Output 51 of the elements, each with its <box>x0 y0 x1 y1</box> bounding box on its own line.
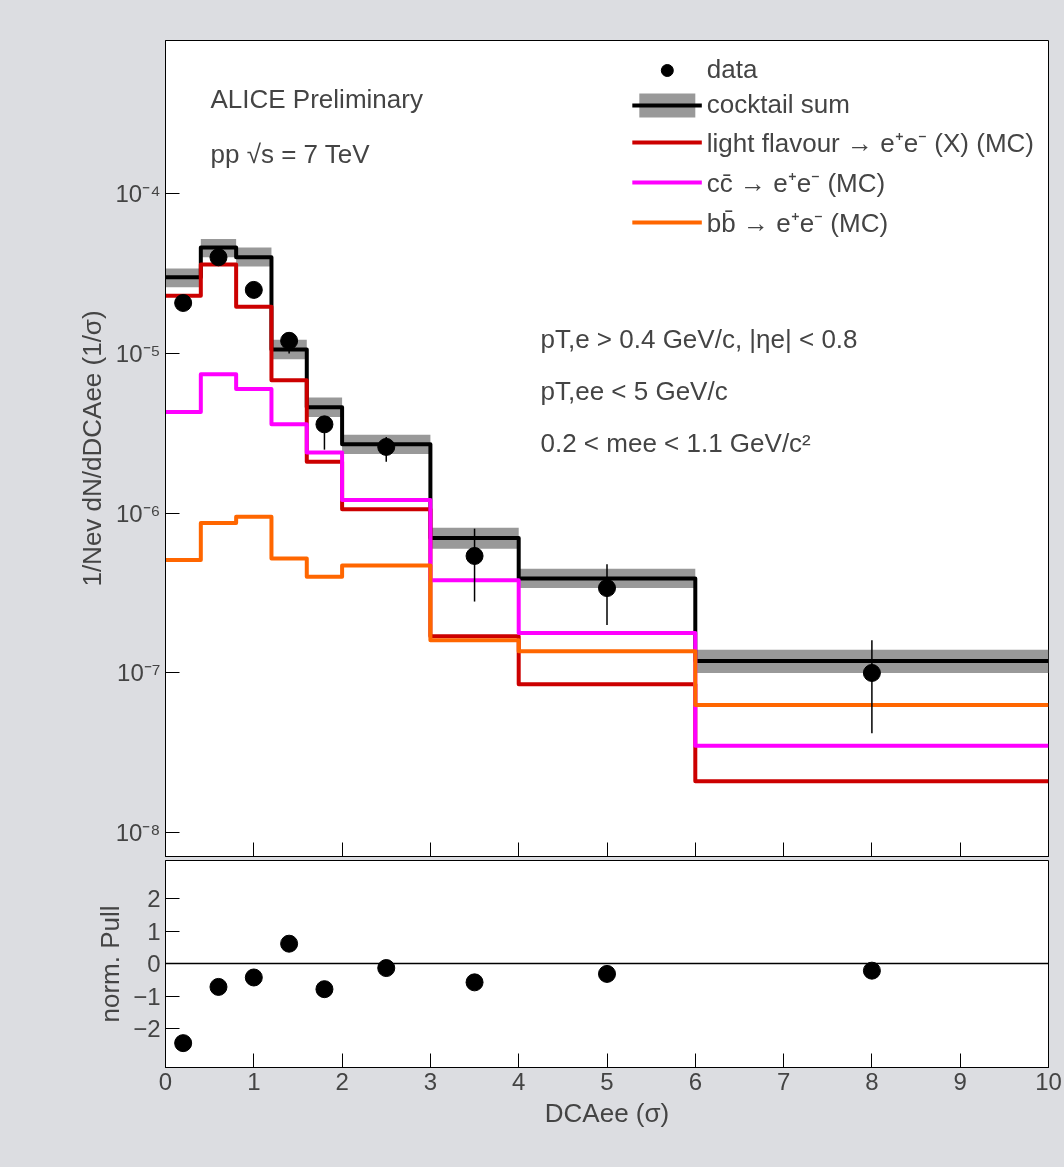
x-tick-label: 9 <box>953 1067 967 1095</box>
x-tick-label: 4 <box>512 1067 526 1095</box>
point <box>598 579 616 598</box>
point <box>280 331 299 350</box>
y-tick-label: 10⁻⁷ <box>117 659 161 687</box>
x-tick-label: 10 <box>1035 1067 1062 1095</box>
point <box>315 415 334 434</box>
point <box>862 664 881 682</box>
point <box>315 980 334 999</box>
point <box>377 437 396 456</box>
legend-label: cc̄ → e⁺e⁻ (MC) <box>706 167 886 200</box>
x-tick-label: 3 <box>423 1067 438 1095</box>
y-tick-label: 10⁻⁵ <box>115 339 161 367</box>
x-tick-label: 2 <box>335 1067 349 1095</box>
annotation: 0.2 < mee < 1.1 GeV/c² <box>540 427 812 458</box>
point <box>209 977 228 996</box>
point <box>280 934 299 953</box>
x-axis-title: DCAee (σ) <box>544 1097 670 1128</box>
point <box>598 964 616 983</box>
x-tick-label: 5 <box>600 1067 614 1095</box>
point <box>209 248 228 267</box>
legend-label: cocktail sum <box>706 89 850 120</box>
y-tick-label: 10⁻⁶ <box>115 499 161 527</box>
point <box>465 546 484 565</box>
annotation: pT,ee < 5 GeV/c <box>540 375 728 406</box>
y-tick-label: −1 <box>133 982 161 1010</box>
point <box>377 959 396 978</box>
y-axis-title: 1/Nev dN/dDCAee (1/σ) <box>77 310 108 587</box>
annotation: pp √s = 7 TeV <box>210 138 371 169</box>
x-tick-label: 7 <box>776 1067 791 1095</box>
x-tick-label: 1 <box>247 1067 261 1095</box>
annotation: pT,e > 0.4 GeV/c, |ηe| < 0.8 <box>540 323 858 354</box>
point <box>465 973 484 992</box>
point <box>174 294 193 312</box>
y-tick-label: −2 <box>133 1015 161 1042</box>
x-tick-label: 8 <box>865 1067 879 1095</box>
y-tick-label: 10⁻⁸ <box>115 819 161 847</box>
y-tick-label: 1 <box>147 917 161 945</box>
y-tick-label: 0 <box>147 950 161 978</box>
legend-label: data <box>706 54 758 85</box>
legend-label: light flavour → e⁺e⁻ (X) (MC) <box>706 127 1034 160</box>
x-tick-label: 6 <box>688 1067 702 1095</box>
point <box>244 280 263 299</box>
y-tick-label: 10⁻⁴ <box>115 180 161 208</box>
point <box>174 1034 193 1053</box>
annotation: ALICE Preliminary <box>210 83 423 114</box>
y-axis-title: norm. Pull <box>95 905 126 1023</box>
legend-label: bb̄ → e⁺e⁻ (MC) <box>706 207 889 240</box>
y-tick-label: 2 <box>147 885 161 913</box>
point <box>244 968 263 987</box>
point <box>862 961 881 980</box>
